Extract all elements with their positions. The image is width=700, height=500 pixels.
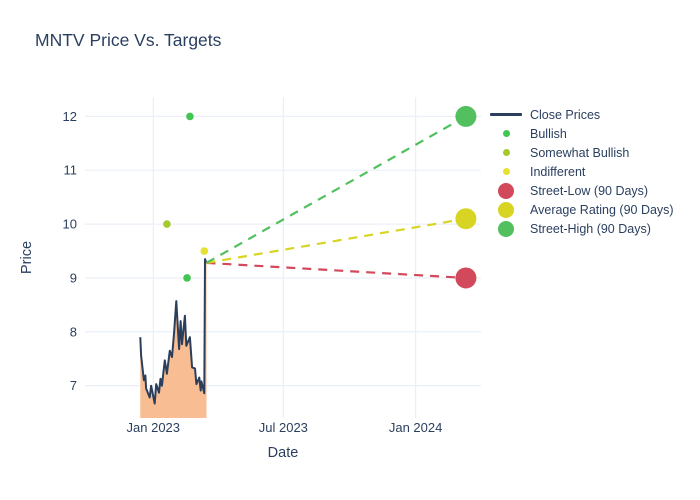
legend-item-bullish[interactable]: Bullish bbox=[487, 124, 674, 143]
forecast-dashed-line bbox=[206, 217, 467, 264]
legend-big-dot-symbol bbox=[487, 220, 525, 237]
legend-item-label: Street-Low (90 Days) bbox=[530, 183, 649, 198]
legend-item-indifferent[interactable]: Indifferent bbox=[487, 162, 674, 181]
legend-item-label: Somewhat Bullish bbox=[530, 145, 630, 160]
forecast-dashed-line bbox=[205, 115, 467, 264]
y-tick-label: 10 bbox=[63, 217, 77, 232]
rating-dot bbox=[183, 274, 191, 282]
legend-item-close-prices[interactable]: Close Prices bbox=[487, 105, 674, 124]
legend-dot-symbol bbox=[487, 168, 525, 175]
y-tick-label: 9 bbox=[70, 270, 77, 285]
legend-item-label: Bullish bbox=[530, 126, 567, 141]
legend-big-dot-symbol bbox=[487, 201, 525, 218]
legend-item-label: Average Rating (90 Days) bbox=[530, 202, 674, 217]
x-axis-title: Date bbox=[268, 445, 299, 461]
rating-dot bbox=[163, 220, 171, 228]
legend-item-label: Indifferent bbox=[530, 164, 586, 179]
target-dot bbox=[455, 267, 477, 289]
legend-item-street-low[interactable]: Street-Low (90 Days) bbox=[487, 181, 674, 200]
legend-line-symbol bbox=[487, 113, 525, 116]
x-tick-label: Jul 2023 bbox=[259, 420, 308, 435]
legend-item-street-high[interactable]: Street-High (90 Days) bbox=[487, 219, 674, 238]
x-tick-label: Jan 2023 bbox=[127, 420, 181, 435]
close-price-area-fill bbox=[140, 259, 207, 418]
y-tick-label: 8 bbox=[70, 324, 77, 339]
legend-item-somewhat-bullish[interactable]: Somewhat Bullish bbox=[487, 143, 674, 162]
y-tick-label: 12 bbox=[63, 109, 77, 124]
forecast-dashed-line bbox=[206, 261, 466, 280]
legend-big-dot-symbol bbox=[487, 182, 525, 199]
legend-dot-symbol bbox=[487, 130, 525, 137]
y-axis-title: Price bbox=[19, 241, 35, 274]
legend: Close Prices Bullish Somewhat Bullish In… bbox=[487, 105, 674, 238]
chart-title: MNTV Price Vs. Targets bbox=[35, 30, 222, 50]
rating-dot bbox=[186, 112, 194, 121]
x-tick-label: Jan 2024 bbox=[389, 420, 443, 435]
legend-dot-symbol bbox=[487, 149, 525, 156]
legend-item-average-rating[interactable]: Average Rating (90 Days) bbox=[487, 200, 674, 219]
target-dot bbox=[455, 105, 477, 127]
y-tick-label: 7 bbox=[70, 378, 77, 393]
legend-item-label: Street-High (90 Days) bbox=[530, 221, 651, 236]
close-price-line bbox=[139, 258, 208, 405]
legend-item-label: Close Prices bbox=[530, 107, 601, 122]
target-dot bbox=[455, 208, 477, 230]
rating-dot bbox=[200, 247, 209, 255]
y-tick-label: 11 bbox=[64, 163, 78, 178]
